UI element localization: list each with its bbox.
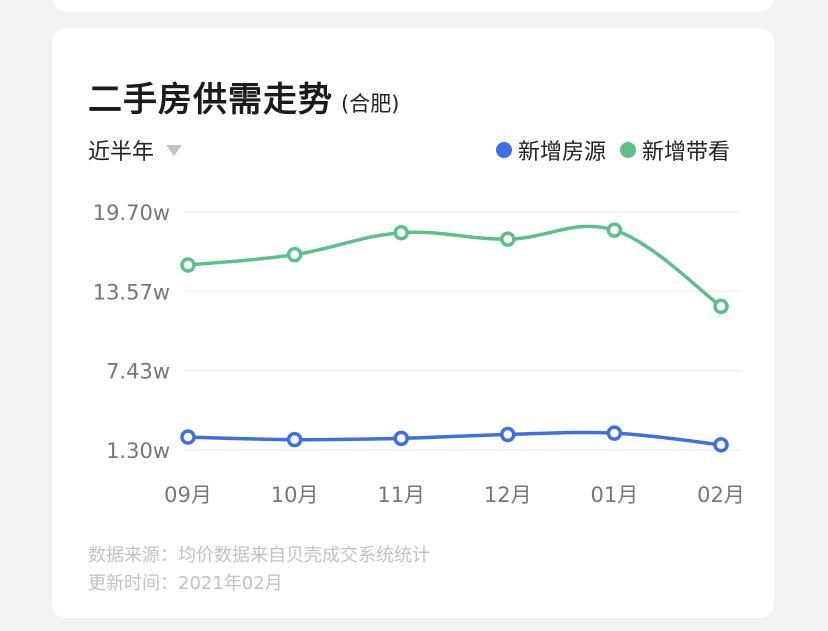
data-point [500, 231, 516, 247]
series-line-0 [186, 430, 723, 447]
time-range-dropdown[interactable]: 近半年 [88, 134, 183, 166]
data-point [393, 430, 409, 447]
legend-dot-viewings [619, 142, 636, 158]
caret-down-icon [166, 144, 183, 156]
data-point [606, 425, 623, 441]
data-source-note: 数据来源：均价数据来自贝壳成交系统统计 [88, 545, 430, 566]
y-tick-label: 13.57w [93, 280, 170, 304]
card-title: 二手房供需走势 [88, 80, 333, 120]
data-point [500, 426, 516, 443]
data-point [713, 437, 729, 453]
update-time-note: 更新时间：2021年02月 [88, 573, 283, 594]
line-chart: 19.70w 13.57w 7.43w 1.30w 09月 10月 11月 12月 01月 02月 [93, 201, 745, 507]
time-range-label: 近半年 [88, 140, 155, 165]
x-tick-label: 01月 [591, 483, 639, 507]
x-tick-label: 09月 [164, 483, 212, 507]
legend-label-listings: 新增房源 [517, 140, 606, 165]
legend-label-viewings: 新增带看 [641, 140, 730, 165]
data-point [606, 222, 623, 238]
supply-demand-card: 二手房供需走势 (合肥) 近半年 新增房源 新增带看 19.70w 13.57w 7… [52, 28, 774, 618]
y-tick-label: 7.43w [106, 360, 170, 384]
data-point [286, 246, 303, 263]
x-tick-label: 10月 [271, 483, 319, 507]
y-tick-label: 19.70w [93, 201, 170, 225]
legend-item-listings[interactable]: 新增房源 [495, 134, 606, 166]
x-tick-label: 12月 [484, 483, 532, 507]
x-tick-label: 11月 [377, 483, 425, 507]
series-line-1 [186, 224, 723, 309]
data-point [713, 298, 729, 315]
data-point [286, 431, 303, 448]
chart-legend: 新增房源 新增带看 [482, 134, 730, 166]
data-point [393, 224, 409, 241]
legend-item-viewings[interactable]: 新增带看 [619, 134, 730, 166]
x-tick-label: 02月 [697, 483, 745, 507]
previous-card [52, 0, 774, 12]
legend-dot-listings [495, 142, 512, 158]
data-point [180, 429, 196, 445]
data-point [180, 257, 196, 273]
title-row: 二手房供需走势 (合肥) [88, 72, 399, 121]
footer-notes: 数据来源：均价数据来自贝壳成交系统统计 更新时间：2021年02月 [88, 542, 430, 598]
y-tick-label: 1.30w [106, 439, 170, 463]
city-label: (合肥) [341, 92, 400, 116]
